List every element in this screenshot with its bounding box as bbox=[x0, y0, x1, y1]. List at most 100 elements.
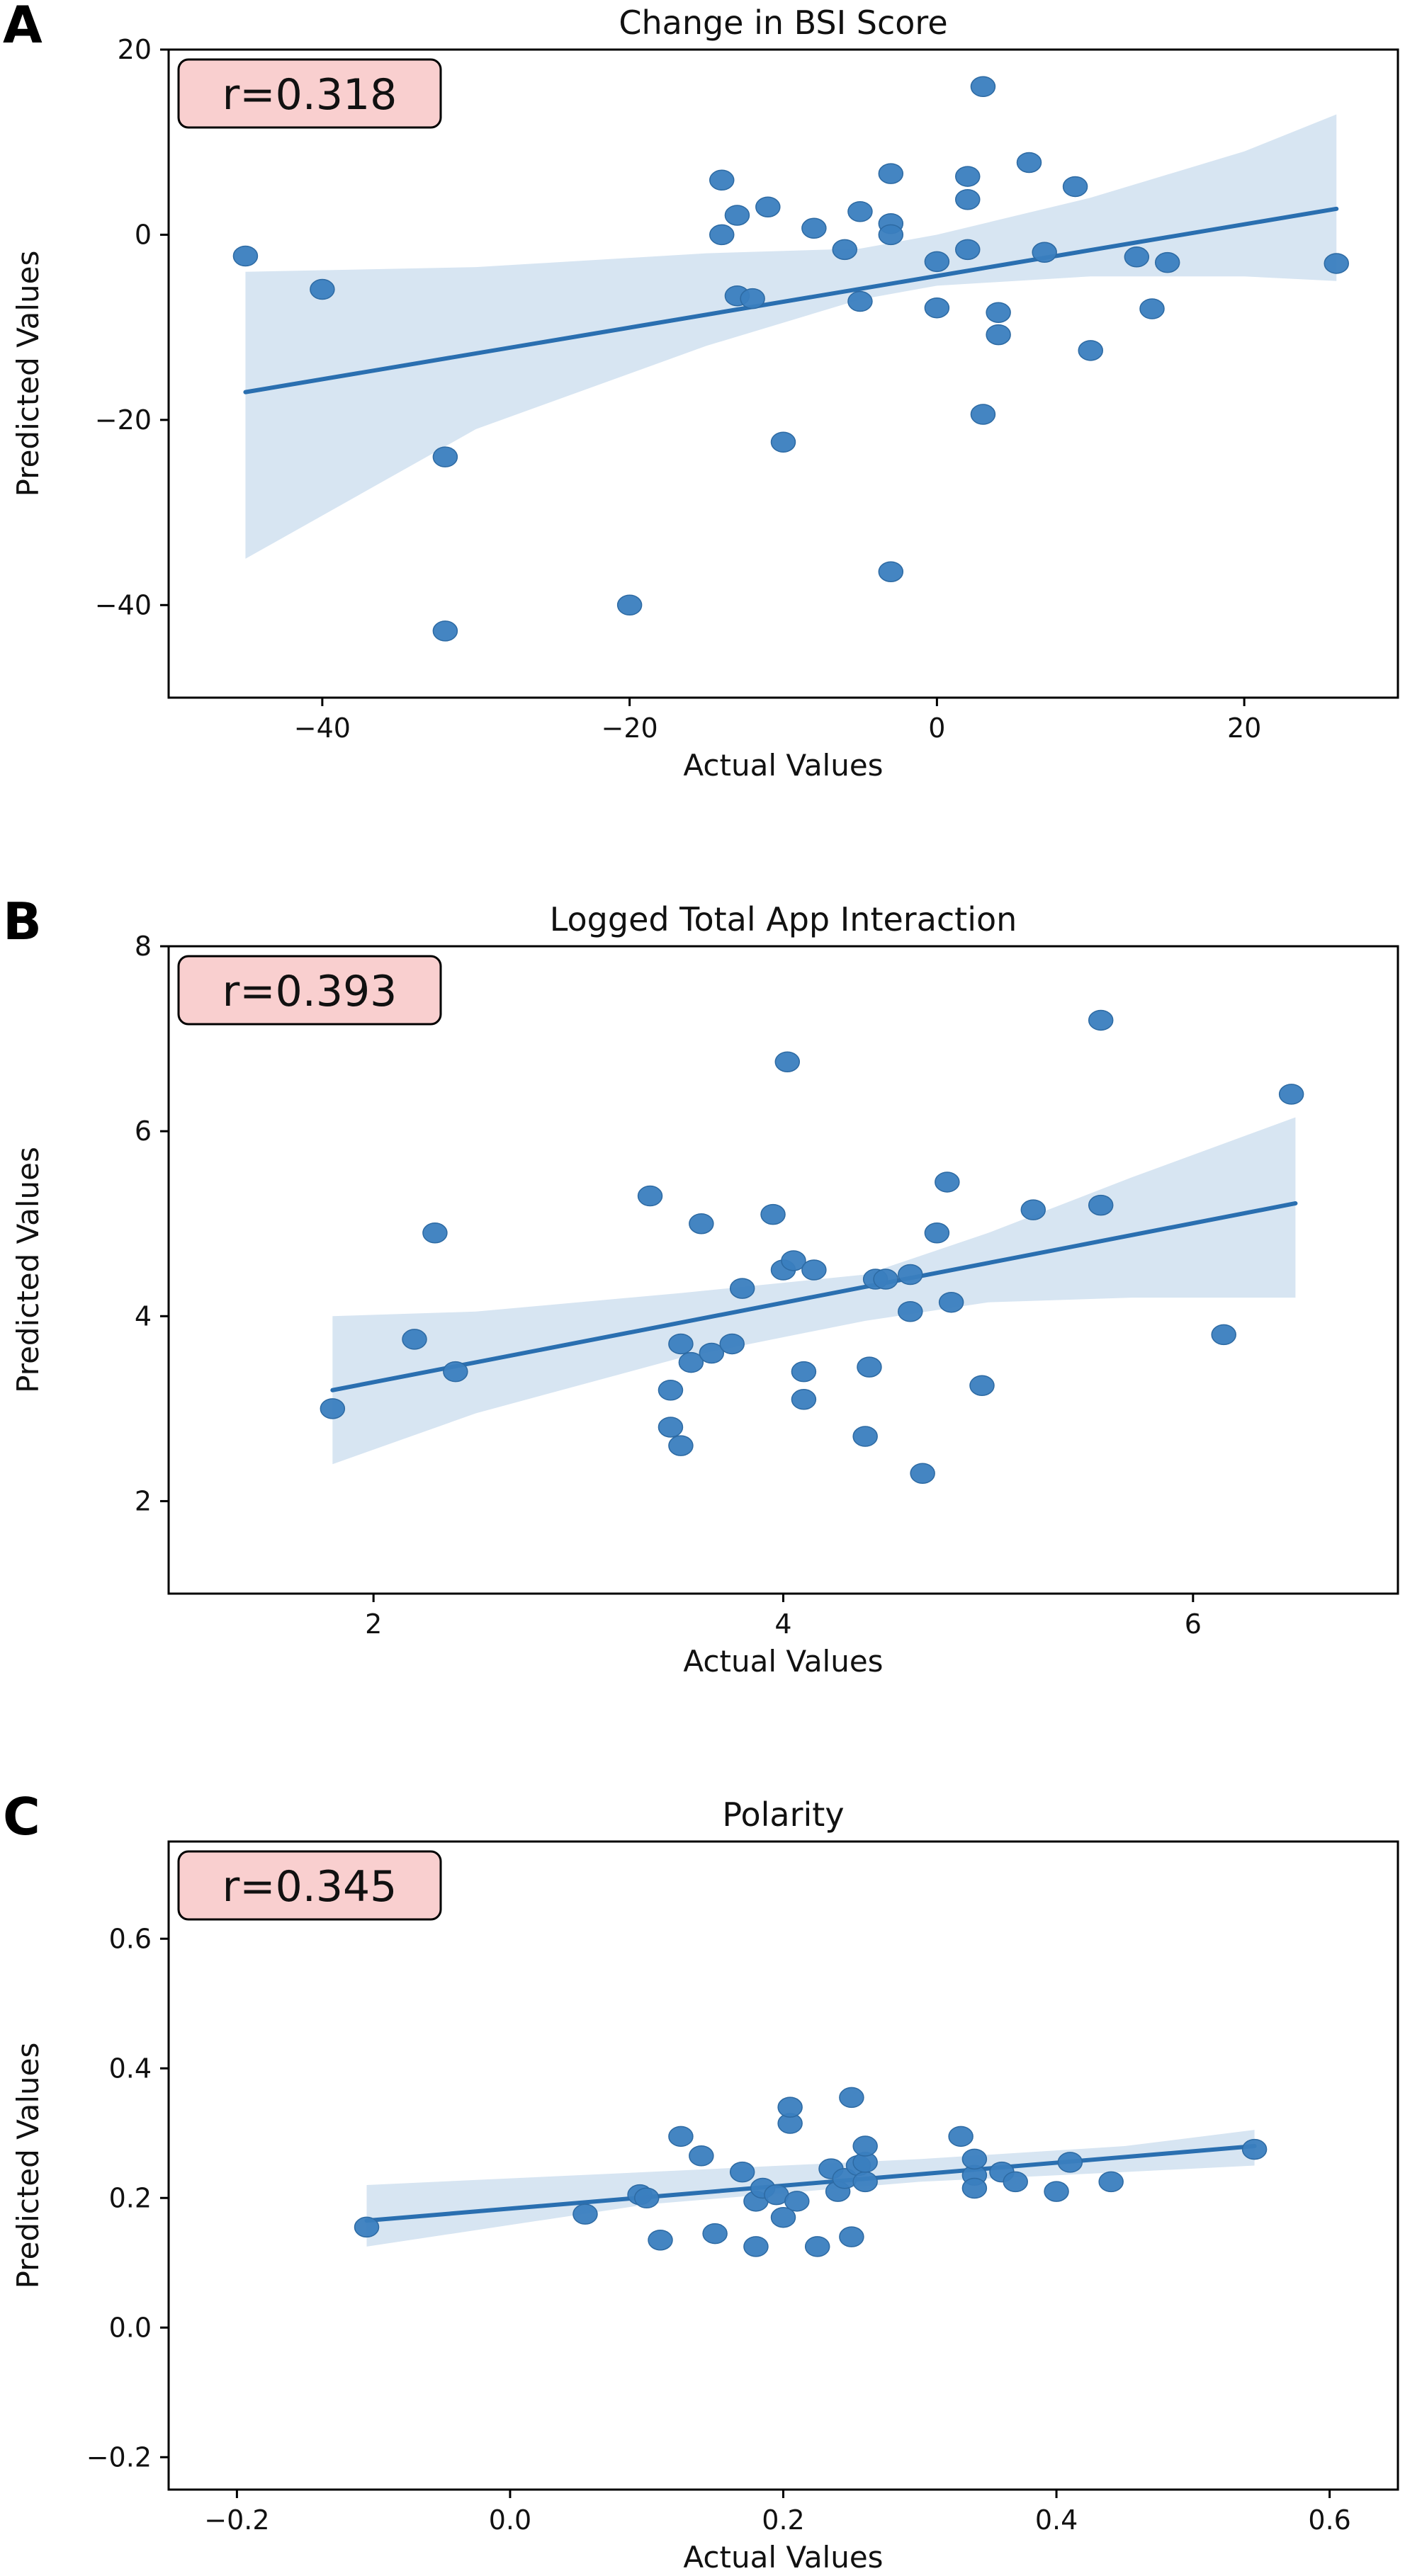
data-point bbox=[1241, 2138, 1268, 2160]
data-point bbox=[232, 245, 259, 267]
y-tick-label: 20 bbox=[118, 34, 152, 65]
data-point bbox=[924, 297, 950, 319]
y-tick-label: 4 bbox=[135, 1300, 152, 1332]
y-tick-label: −0.2 bbox=[86, 2441, 152, 2473]
regression-line bbox=[243, 206, 1339, 395]
data-point bbox=[310, 278, 335, 300]
data-point bbox=[402, 1329, 427, 1350]
data-point bbox=[1211, 1324, 1236, 1346]
data-point bbox=[689, 2145, 714, 2167]
data-point bbox=[1324, 253, 1349, 274]
data-point bbox=[354, 2216, 380, 2238]
data-point bbox=[1088, 1194, 1114, 1216]
correlation-box bbox=[177, 58, 442, 129]
data-point bbox=[774, 1051, 801, 1072]
data-point bbox=[443, 1361, 468, 1383]
axes-frame bbox=[167, 48, 1399, 699]
data-point bbox=[699, 1342, 725, 1364]
data-point bbox=[852, 2135, 878, 2157]
data-point bbox=[658, 1417, 684, 1438]
data-point bbox=[878, 224, 904, 246]
data-point bbox=[852, 2171, 878, 2193]
y-axis-label: Predicted Values bbox=[11, 251, 45, 497]
data-point bbox=[320, 1398, 346, 1419]
panel-letter: A bbox=[3, 0, 43, 55]
data-point bbox=[1098, 2171, 1124, 2193]
x-tick-label: 2 bbox=[365, 1608, 382, 1640]
data-point bbox=[729, 2161, 755, 2183]
data-point bbox=[719, 1333, 745, 1355]
panel-a: A Change in BSI Score −40 −20 0 20 −40 −20 0 20 Ac… bbox=[3, 0, 1399, 783]
data-point bbox=[804, 2236, 830, 2257]
y-axis-label: Predicted Values bbox=[11, 2043, 45, 2289]
panel-c: C Polarity −0.2 0.0 0.2 0.4 0.6 −0.2 0.0 0.2 0.4 0.… bbox=[3, 1787, 1399, 2575]
y-tick-label: 2 bbox=[135, 1485, 152, 1516]
data-point bbox=[702, 2223, 728, 2245]
regression-line bbox=[330, 1201, 1298, 1392]
data-point bbox=[935, 1171, 960, 1193]
data-point bbox=[1003, 2171, 1028, 2193]
data-point bbox=[847, 201, 873, 222]
x-tick-label: 0 bbox=[928, 713, 945, 744]
data-point bbox=[873, 1269, 898, 1290]
y-tick-label: 0.2 bbox=[109, 2182, 152, 2213]
data-point bbox=[755, 196, 781, 217]
panel-b: B Logged Total App Interaction 2 4 6 2 4 6 8 Actu… bbox=[3, 892, 1399, 1679]
data-point bbox=[898, 1301, 923, 1322]
data-point bbox=[658, 1379, 684, 1401]
data-point bbox=[1154, 251, 1180, 273]
data-point bbox=[1032, 242, 1057, 263]
data-point bbox=[1057, 2152, 1083, 2173]
x-tick-label: −20 bbox=[602, 713, 658, 744]
data-point bbox=[770, 2206, 796, 2228]
x-tick-label: −40 bbox=[294, 713, 351, 744]
data-point bbox=[689, 1213, 714, 1235]
data-point bbox=[878, 561, 904, 582]
data-point bbox=[801, 217, 827, 239]
data-point bbox=[616, 594, 643, 616]
data-point bbox=[839, 2087, 864, 2109]
data-point bbox=[432, 620, 458, 642]
correlation-label: r=0.393 bbox=[222, 967, 397, 1016]
regression-line bbox=[364, 2144, 1257, 2223]
x-tick-label: 0.4 bbox=[1035, 2504, 1078, 2536]
data-point bbox=[637, 1185, 663, 1207]
data-point bbox=[770, 431, 796, 453]
data-point bbox=[832, 239, 857, 261]
data-point bbox=[1088, 1009, 1114, 1031]
data-point bbox=[668, 1333, 694, 1355]
y-tick-label: 0.6 bbox=[109, 1923, 152, 1954]
correlation-box bbox=[177, 1850, 442, 1921]
data-point bbox=[678, 1351, 704, 1373]
data-point bbox=[852, 1426, 878, 1447]
data-point bbox=[740, 288, 765, 310]
data-point bbox=[955, 189, 981, 210]
data-point bbox=[924, 251, 950, 273]
x-tick-label: 0.6 bbox=[1308, 2504, 1350, 2536]
y-tick-label: 6 bbox=[135, 1116, 152, 1147]
x-tick-label: 0.0 bbox=[489, 2504, 531, 2536]
data-point bbox=[955, 239, 981, 261]
data-point bbox=[729, 1278, 755, 1299]
correlation-label: r=0.318 bbox=[222, 70, 397, 120]
data-point bbox=[572, 2203, 598, 2225]
data-point bbox=[801, 1259, 827, 1281]
data-point bbox=[791, 1389, 817, 1410]
data-point bbox=[709, 224, 735, 246]
data-point bbox=[878, 163, 904, 184]
chart-title: Change in BSI Score bbox=[619, 4, 947, 42]
x-tick-label: 4 bbox=[774, 1608, 791, 1640]
confidence-band bbox=[366, 2130, 1255, 2247]
correlation-box bbox=[177, 955, 442, 1026]
panel-letter: C bbox=[3, 1787, 40, 1846]
data-point bbox=[668, 2126, 694, 2147]
chart-title: Logged Total App Interaction bbox=[550, 900, 1017, 938]
data-point bbox=[948, 2126, 974, 2147]
data-point bbox=[724, 205, 750, 226]
data-point bbox=[986, 324, 1011, 346]
confidence-band bbox=[245, 114, 1337, 559]
x-axis-label: Actual Values bbox=[683, 1644, 883, 1679]
x-tick-label: −0.2 bbox=[204, 2504, 269, 2536]
x-tick-label: 0.2 bbox=[762, 2504, 804, 2536]
